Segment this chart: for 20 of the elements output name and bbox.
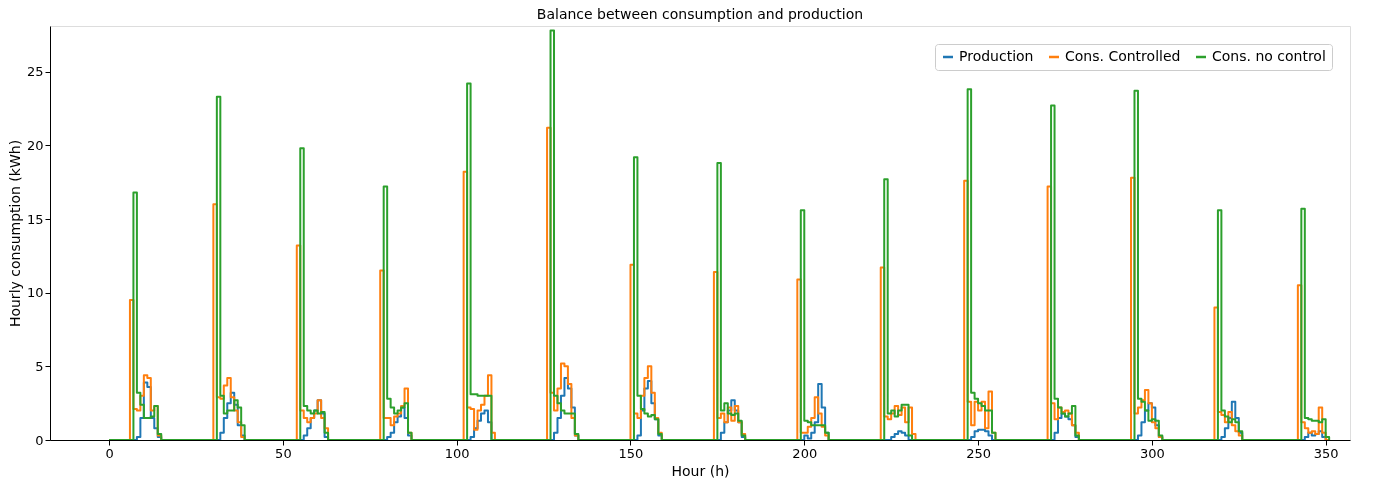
x-tick-label: 150 [618, 445, 644, 461]
y-tick-label: 15 [26, 211, 44, 227]
x-tick-label: 300 [1139, 445, 1165, 461]
y-tick-label: 5 [35, 358, 44, 374]
y-tick-label: 20 [26, 137, 44, 153]
x-tick-label: 100 [444, 445, 470, 461]
x-tick-label: 250 [966, 445, 991, 461]
x-tick-label: 200 [792, 445, 818, 461]
legend-label: Cons. no control [1212, 48, 1326, 64]
legend-label: Cons. Controlled [1065, 48, 1181, 64]
chart-title: Balance between consumption and production [536, 6, 864, 22]
x-axis-title: Hour (h) [671, 462, 730, 479]
y-tick-label: 25 [26, 64, 44, 80]
y-tick-label: 0 [35, 432, 44, 448]
x-tick-label: 0 [105, 445, 114, 461]
x-tick-label: 350 [1313, 445, 1339, 461]
y-tick-label: 10 [26, 285, 44, 301]
legend-label: Production [959, 48, 1034, 64]
y-axis-title: Hourly consumption (kWh) [6, 139, 23, 328]
x-tick-label: 50 [275, 445, 292, 461]
